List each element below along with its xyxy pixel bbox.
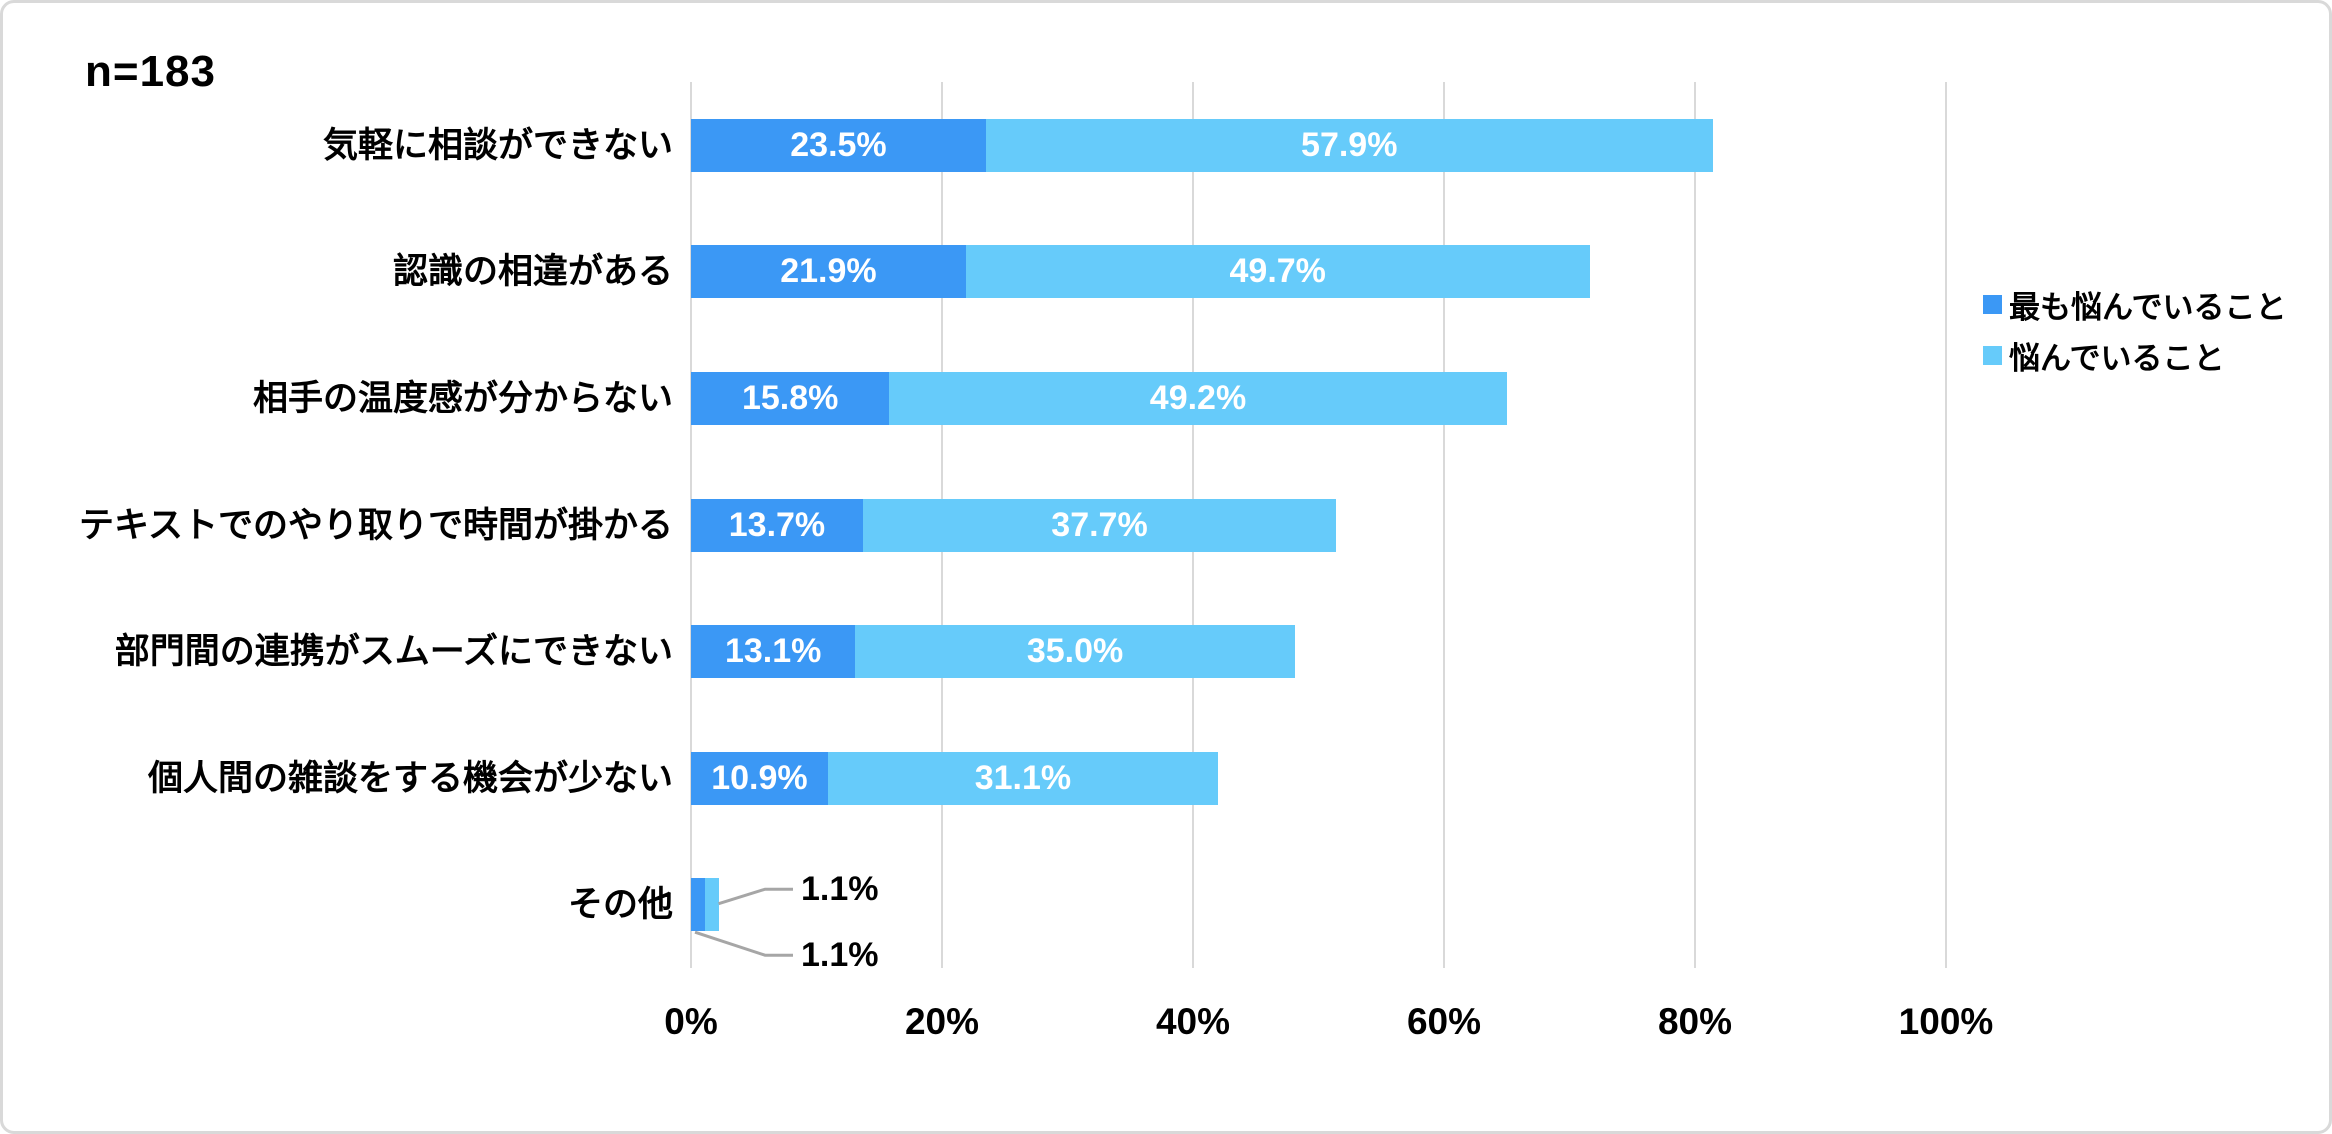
category-label: その他 [567,885,673,925]
legend-swatch [1983,345,2002,365]
x-axis-tick-label: 100% [1898,1001,1994,1042]
bar-segment-concern: 49.2% [889,371,1507,425]
bar-value-label: 31.1% [974,758,1072,797]
bar-value-label: 23.5% [790,125,887,164]
leader-line [694,930,793,957]
bar-value-label: 21.9% [780,252,877,291]
legend-item-label: 悩んでいること [2009,340,2225,376]
x-axis-tick-label: 40% [1155,1001,1231,1042]
bar-segment-most-concern: 10.9% [691,751,828,805]
bar-segment-concern: 57.9% [985,118,1713,172]
gridline [1945,82,1947,968]
bar-segment-concern: 35.0% [855,625,1295,679]
bar-segment-concern [704,878,719,932]
bar-value-label: 57.9% [1301,125,1398,164]
callout-value-label: 1.1% [801,870,879,909]
bar-value-label: 15.8% [741,378,839,417]
x-axis-tick-label: 20% [904,1001,980,1042]
bar-segment-most-concern: 23.5% [691,118,986,172]
bar-value-label: 10.9% [711,758,808,797]
category-label: テキストでのやり取りで時間が掛かる [79,505,673,545]
x-axis-tick-label: 0% [664,1001,718,1042]
x-axis-tick-label: 60% [1406,1001,1482,1042]
callout-value-label: 1.1% [801,936,879,975]
bar-value-label: 35.0% [1026,632,1124,671]
sample-size-label: n=183 [85,47,216,96]
legend-item: 最も悩んでいること [1983,286,2286,325]
legend-item-label: 最も悩んでいること [2009,289,2287,325]
gridline [1694,82,1696,968]
bar-segment-concern: 49.7% [965,245,1590,299]
bar-value-label: 13.1% [724,632,822,671]
category-label: 部門間の連携がスムーズにできない [114,632,673,672]
category-label: 個人間の雑談をする機会が少ない [147,758,673,798]
x-axis-tick-label: 80% [1657,1001,1733,1042]
bar-segment-most-concern [691,878,705,932]
bar-segment-concern: 37.7% [862,498,1337,552]
bar-value-label: 13.7% [728,505,826,544]
legend: 最も悩んでいること 悩んでいること [1983,286,2286,388]
bar-value-label: 49.7% [1229,252,1326,291]
gridline [1443,82,1445,968]
bar-value-label: 49.2% [1149,378,1247,417]
bar-segment-most-concern: 13.1% [691,625,856,679]
bar-segment-concern: 31.1% [827,751,1219,805]
bar-segment-most-concern: 13.7% [691,498,863,552]
bar-segment-most-concern: 15.8% [691,371,890,425]
bar-value-label: 37.7% [1051,505,1148,544]
category-label: 認識の相違がある [392,252,673,292]
leader-line [718,887,793,906]
bar-segment-most-concern: 21.9% [691,245,966,299]
legend-swatch [1983,294,2002,314]
legend-item: 悩んでいること [1983,337,2286,376]
callout-leader-lines [694,887,793,957]
category-label: 相手の温度感が分からない [252,378,673,418]
category-label: 気軽に相談ができない [322,125,673,165]
